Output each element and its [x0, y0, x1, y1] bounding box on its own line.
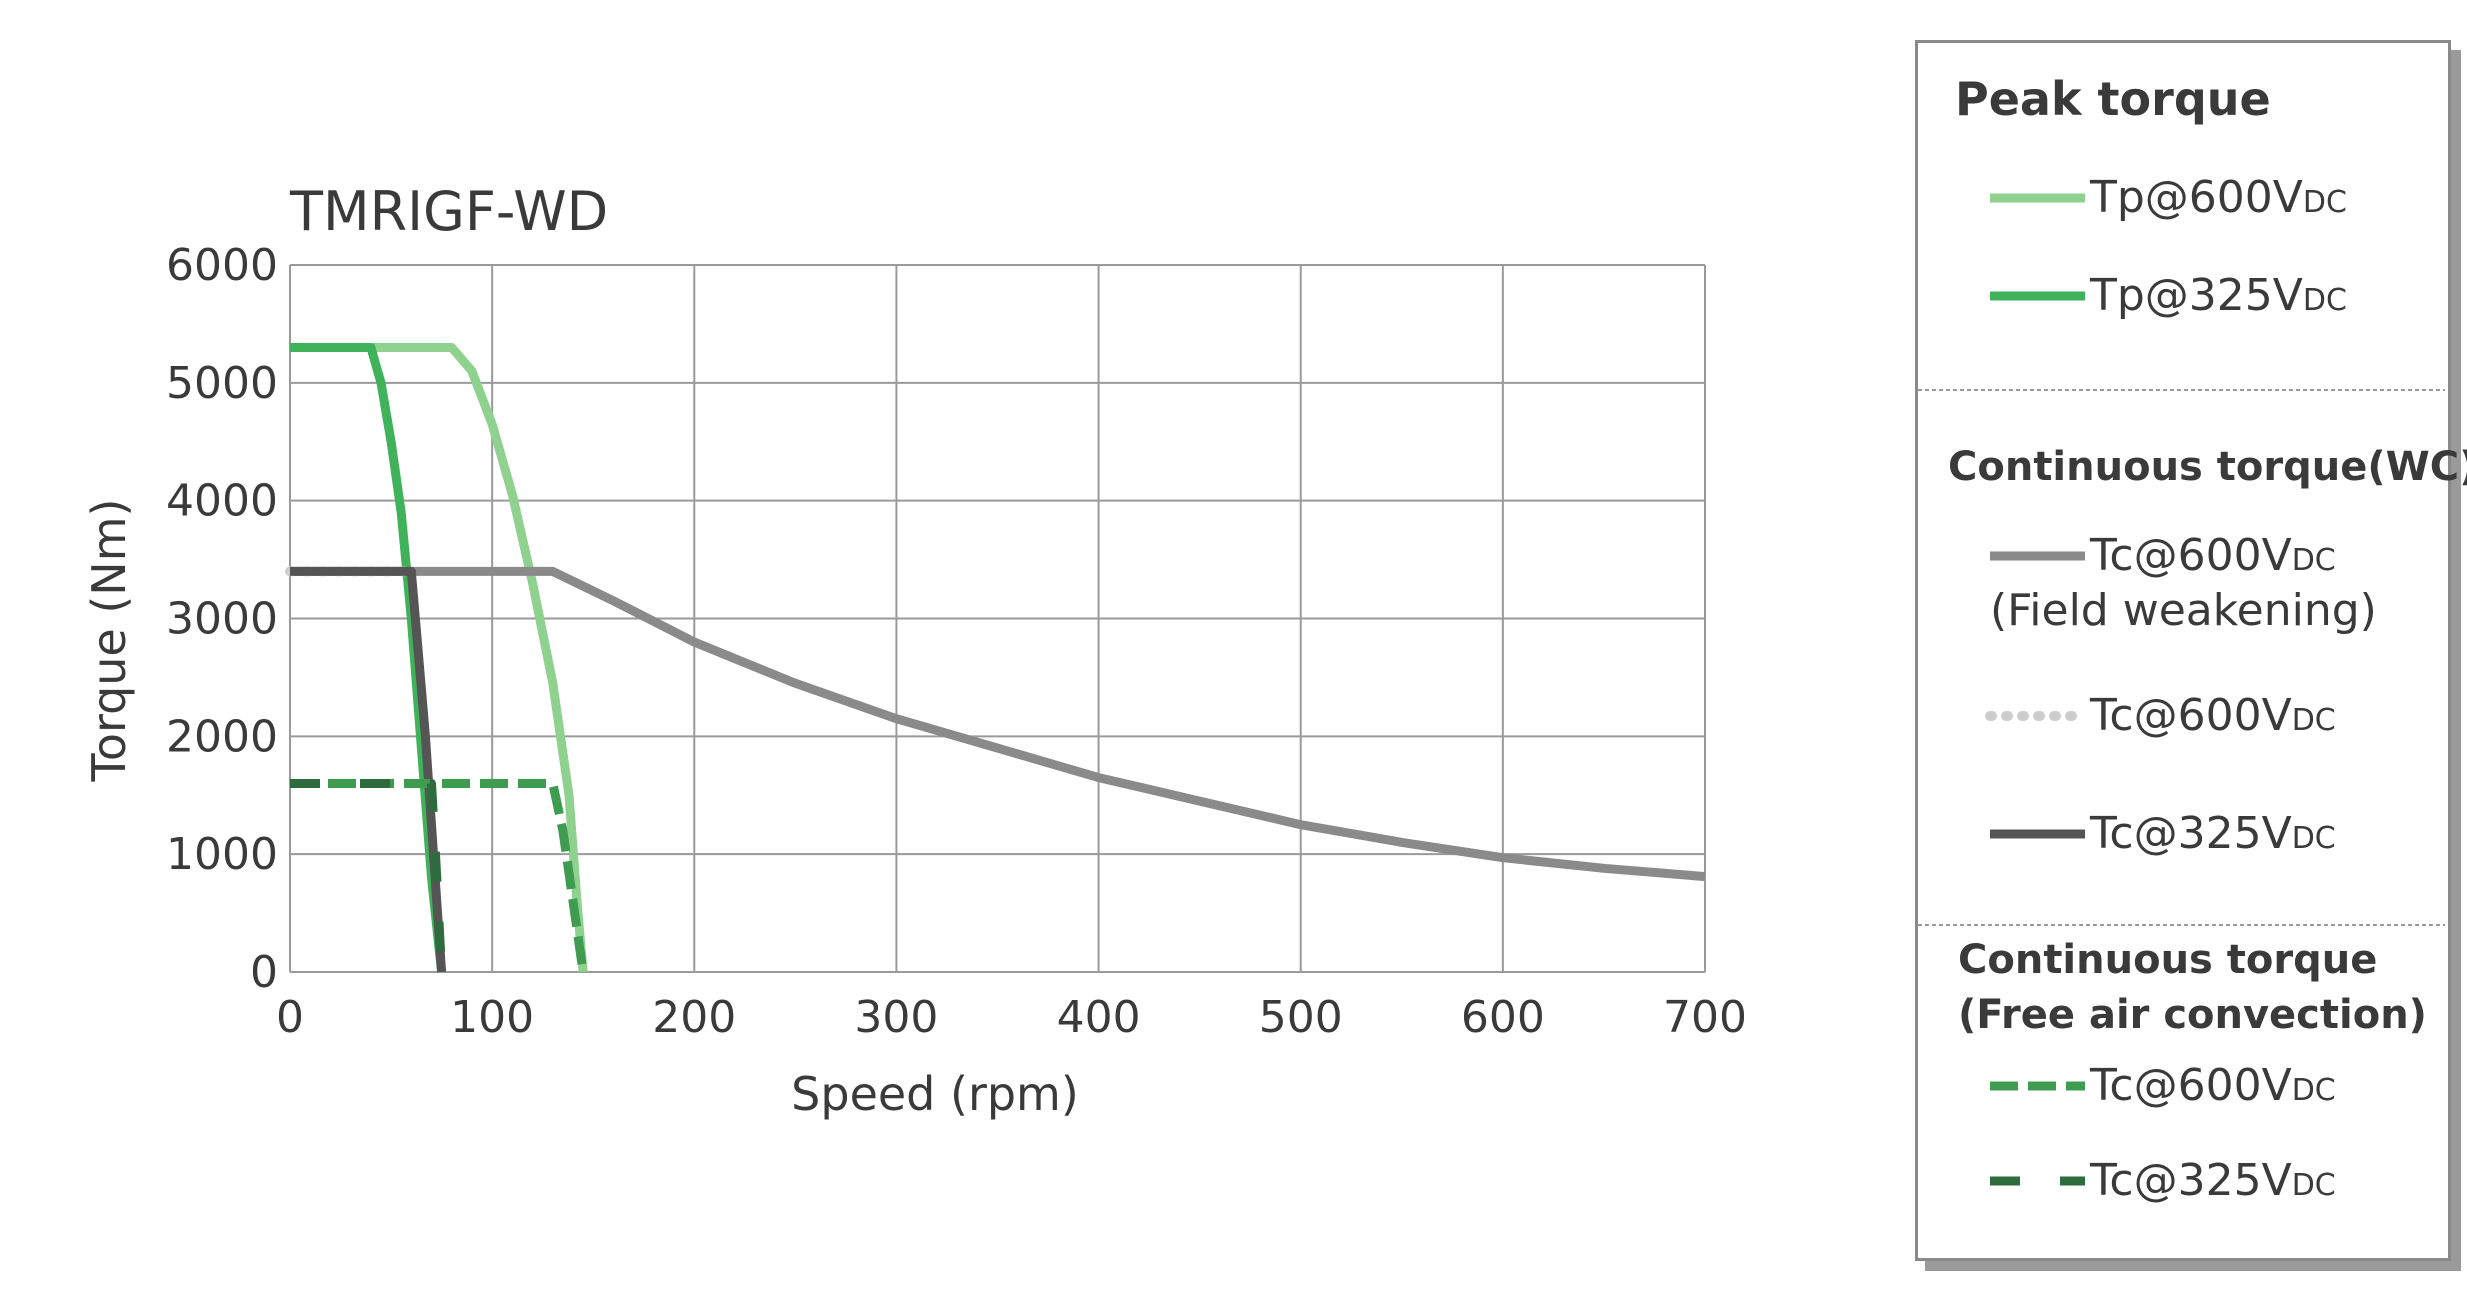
series-line-0 [290, 343, 588, 973]
chart-title: TMRIGF-WD [289, 180, 608, 243]
x-tick-label: 700 [1663, 992, 1747, 1043]
legend-group-title: Peak torque [1955, 72, 2271, 126]
legend-entry-label: Tc@600VDC [2089, 1060, 2336, 1111]
series-line-6 [290, 779, 447, 973]
legend-entry-label: Tp@600VDC [2089, 172, 2347, 223]
y-tick-label: 2000 [166, 711, 278, 762]
y-tick-label: 1000 [166, 829, 278, 880]
x-axis-label: Speed (rpm) [791, 1067, 1079, 1121]
series-line-5 [290, 779, 588, 973]
legend-entry-label: Tc@325VDC [2089, 808, 2336, 859]
x-tick-label: 500 [1259, 992, 1343, 1043]
series-line-2 [290, 566, 1706, 882]
x-tick-label: 100 [450, 992, 534, 1043]
y-tick-label: 3000 [166, 594, 278, 645]
legend-group-title: Continuous torque(WC) [1948, 444, 2467, 490]
x-tick-label: 200 [652, 992, 736, 1043]
legend-group-title: Continuous torque [1958, 937, 2377, 983]
legend-entry-label: Tc@325VDC [2089, 1155, 2336, 1206]
y-tick-label: 6000 [166, 240, 278, 291]
y-axis-label: Torque (Nm) [82, 499, 136, 783]
legend-box [1915, 40, 2451, 1261]
legend-entry-label: Tc@600VDC [2089, 690, 2336, 741]
legend-entry-label: Tc@600VDC [2089, 530, 2336, 581]
x-tick-label: 400 [1057, 992, 1141, 1043]
legend-entry-extra: (Field weakening) [1990, 585, 2377, 636]
legend-entry-label: Tp@325VDC [2089, 270, 2347, 321]
y-tick-label: 5000 [166, 358, 278, 409]
x-tick-label: 300 [854, 992, 938, 1043]
y-tick-label: 4000 [166, 476, 278, 527]
x-tick-label: 600 [1461, 992, 1545, 1043]
x-tick-label: 0 [276, 992, 304, 1043]
y-tick-label: 0 [250, 947, 278, 998]
legend-group-title: (Free air convection) [1958, 992, 2427, 1038]
